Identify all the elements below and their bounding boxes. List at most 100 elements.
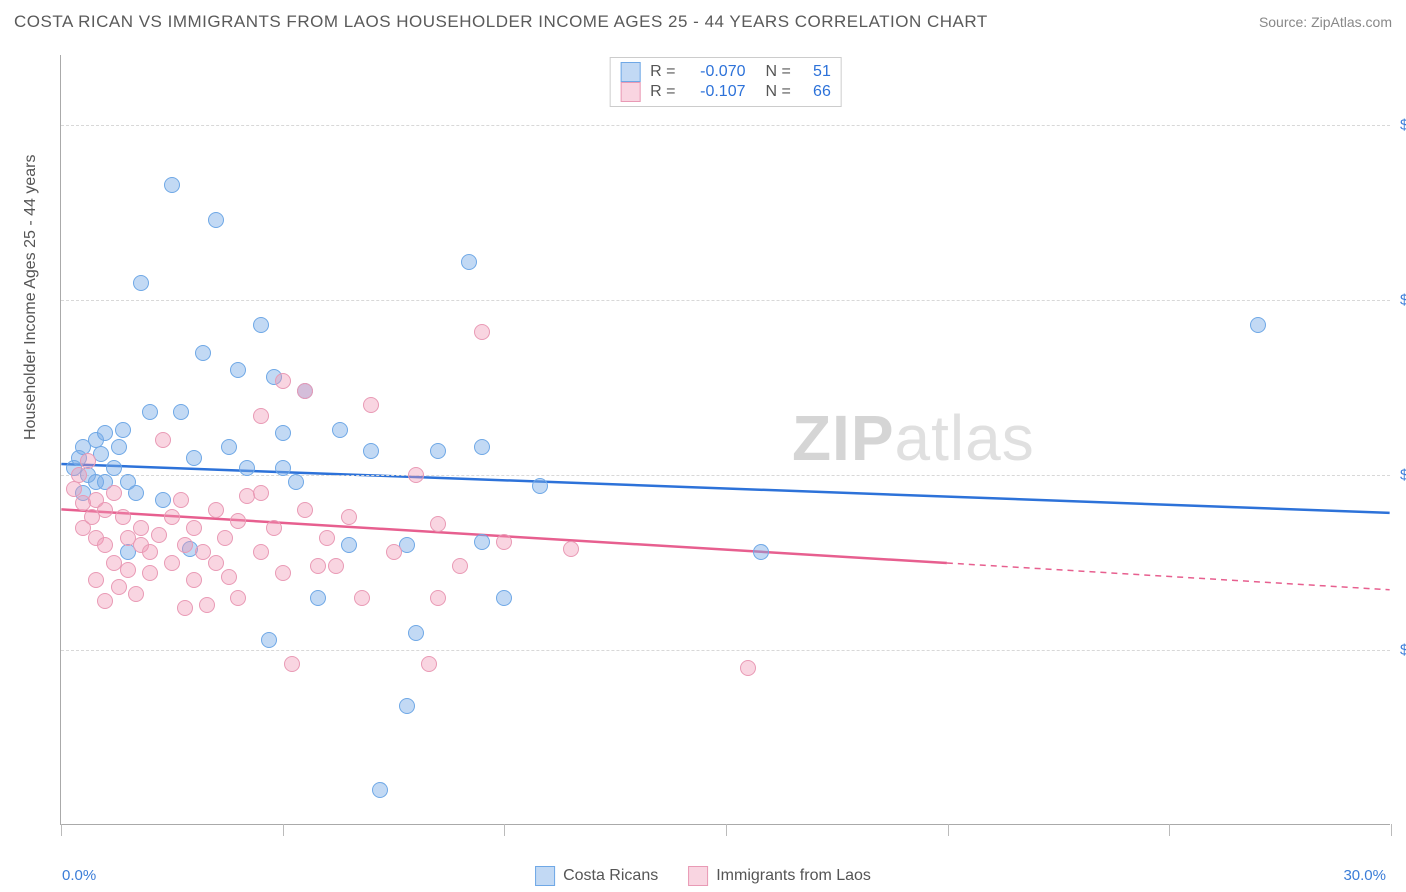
- data-point-costa_ricans: [261, 632, 277, 648]
- x-tick: [283, 824, 284, 836]
- data-point-costa_ricans: [186, 450, 202, 466]
- data-point-laos: [164, 509, 180, 525]
- data-point-laos: [186, 520, 202, 536]
- data-point-laos: [408, 467, 424, 483]
- data-point-costa_ricans: [532, 478, 548, 494]
- x-tick: [504, 824, 505, 836]
- data-point-laos: [80, 453, 96, 469]
- legend-swatch: [688, 866, 708, 886]
- x-axis-max-label: 30.0%: [1343, 867, 1386, 884]
- data-point-laos: [230, 590, 246, 606]
- data-point-laos: [474, 324, 490, 340]
- data-point-laos: [155, 432, 171, 448]
- data-point-laos: [111, 579, 127, 595]
- data-point-laos: [208, 555, 224, 571]
- data-point-laos: [266, 520, 282, 536]
- data-point-laos: [341, 509, 357, 525]
- gridline-h: [61, 650, 1390, 651]
- data-point-laos: [128, 586, 144, 602]
- y-tick-label: $50,000: [1392, 642, 1406, 659]
- correlation-legend: R =-0.070N =51R =-0.107N =66: [609, 57, 842, 107]
- data-point-laos: [430, 516, 446, 532]
- data-point-laos: [310, 558, 326, 574]
- data-point-laos: [230, 513, 246, 529]
- data-point-laos: [297, 502, 313, 518]
- data-point-costa_ricans: [115, 422, 131, 438]
- data-point-costa_ricans: [133, 275, 149, 291]
- y-tick-label: $200,000: [1392, 117, 1406, 134]
- data-point-laos: [328, 558, 344, 574]
- data-point-laos: [115, 509, 131, 525]
- data-point-costa_ricans: [111, 439, 127, 455]
- data-point-laos: [177, 537, 193, 553]
- series-legend: Costa RicansImmigrants from Laos: [535, 866, 871, 886]
- data-point-laos: [199, 597, 215, 613]
- data-point-laos: [186, 572, 202, 588]
- data-point-costa_ricans: [288, 474, 304, 490]
- data-point-costa_ricans: [408, 625, 424, 641]
- watermark: ZIPatlas: [792, 401, 1035, 475]
- legend-row-costa_ricans: R =-0.070N =51: [620, 62, 831, 82]
- data-point-laos: [319, 530, 335, 546]
- data-point-laos: [363, 397, 379, 413]
- data-point-laos: [133, 520, 149, 536]
- data-point-costa_ricans: [239, 460, 255, 476]
- data-point-costa_ricans: [474, 439, 490, 455]
- data-point-costa_ricans: [363, 443, 379, 459]
- data-point-costa_ricans: [332, 422, 348, 438]
- data-point-costa_ricans: [155, 492, 171, 508]
- legend-item-laos: Immigrants from Laos: [688, 866, 871, 886]
- data-point-costa_ricans: [97, 425, 113, 441]
- data-point-laos: [740, 660, 756, 676]
- data-point-costa_ricans: [474, 534, 490, 550]
- legend-row-laos: R =-0.107N =66: [620, 82, 831, 102]
- data-point-laos: [208, 502, 224, 518]
- trend-line-dashed-laos: [947, 563, 1390, 590]
- data-point-laos: [496, 534, 512, 550]
- data-point-costa_ricans: [195, 345, 211, 361]
- data-point-costa_ricans: [208, 212, 224, 228]
- y-tick-label: $100,000: [1392, 467, 1406, 484]
- data-point-laos: [97, 593, 113, 609]
- legend-swatch: [620, 82, 640, 102]
- data-point-costa_ricans: [230, 362, 246, 378]
- chart-header: COSTA RICAN VS IMMIGRANTS FROM LAOS HOUS…: [14, 12, 1392, 32]
- plot-area: ZIPatlas R =-0.070N =51R =-0.107N =66 $5…: [60, 55, 1390, 825]
- y-axis-title: Householder Income Ages 25 - 44 years: [22, 155, 40, 441]
- trend-lines: [61, 55, 1390, 824]
- data-point-laos: [151, 527, 167, 543]
- data-point-laos: [421, 656, 437, 672]
- data-point-laos: [164, 555, 180, 571]
- data-point-costa_ricans: [310, 590, 326, 606]
- y-tick-label: $150,000: [1392, 292, 1406, 309]
- data-point-laos: [253, 408, 269, 424]
- data-point-costa_ricans: [372, 782, 388, 798]
- legend-swatch: [535, 866, 555, 886]
- data-point-laos: [275, 373, 291, 389]
- data-point-costa_ricans: [221, 439, 237, 455]
- data-point-costa_ricans: [164, 177, 180, 193]
- chart-title: COSTA RICAN VS IMMIGRANTS FROM LAOS HOUS…: [14, 12, 988, 32]
- data-point-costa_ricans: [275, 460, 291, 476]
- data-point-costa_ricans: [430, 443, 446, 459]
- data-point-costa_ricans: [128, 485, 144, 501]
- data-point-laos: [284, 656, 300, 672]
- data-point-laos: [217, 530, 233, 546]
- data-point-laos: [221, 569, 237, 585]
- data-point-costa_ricans: [253, 317, 269, 333]
- x-tick: [1391, 824, 1392, 836]
- data-point-costa_ricans: [1250, 317, 1266, 333]
- data-point-laos: [297, 383, 313, 399]
- data-point-laos: [106, 485, 122, 501]
- data-point-costa_ricans: [275, 425, 291, 441]
- data-point-laos: [88, 572, 104, 588]
- x-axis-min-label: 0.0%: [62, 867, 96, 884]
- data-point-laos: [253, 544, 269, 560]
- data-point-laos: [275, 565, 291, 581]
- data-point-laos: [120, 562, 136, 578]
- source-attribution: Source: ZipAtlas.com: [1259, 14, 1392, 30]
- data-point-laos: [97, 502, 113, 518]
- data-point-costa_ricans: [106, 460, 122, 476]
- x-tick: [726, 824, 727, 836]
- data-point-laos: [430, 590, 446, 606]
